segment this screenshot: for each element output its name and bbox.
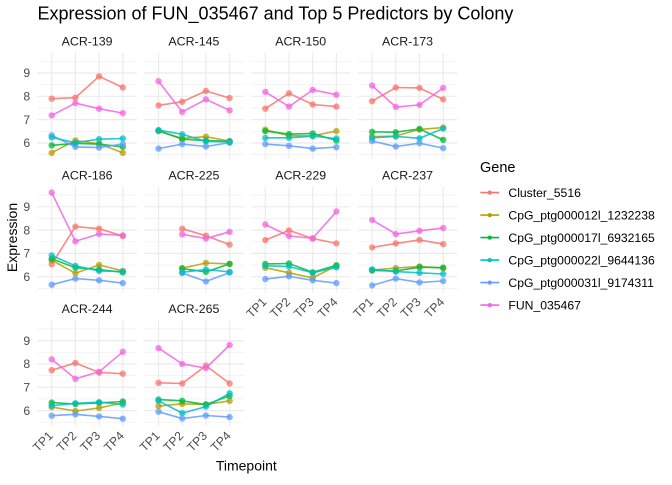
svg-text:ACR-186: ACR-186 (62, 168, 113, 182)
svg-text:Timepoint: Timepoint (216, 458, 277, 474)
svg-text:9: 9 (23, 334, 30, 348)
svg-text:ACR-244: ACR-244 (62, 302, 113, 316)
svg-text:CpG_ptg000022l_9644136: CpG_ptg000022l_9644136 (508, 253, 655, 267)
svg-text:6: 6 (23, 270, 30, 284)
svg-text:9: 9 (23, 200, 30, 214)
svg-text:ACR-145: ACR-145 (168, 35, 219, 49)
svg-text:ACR-139: ACR-139 (62, 35, 113, 49)
svg-text:FUN_035467: FUN_035467 (508, 298, 581, 312)
svg-text:ACR-229: ACR-229 (275, 168, 326, 182)
svg-text:Expression of FUN_035467 and T: Expression of FUN_035467 and Top 5 Predi… (38, 3, 514, 24)
svg-text:7: 7 (23, 380, 30, 394)
svg-text:6: 6 (23, 136, 30, 150)
svg-text:9: 9 (23, 66, 30, 80)
svg-text:6: 6 (23, 404, 30, 418)
svg-text:ACR-173: ACR-173 (382, 35, 433, 49)
svg-text:7: 7 (23, 247, 30, 261)
svg-text:Expression: Expression (4, 203, 20, 272)
svg-text:CpG_ptg000012l_1232238: CpG_ptg000012l_1232238 (508, 208, 655, 222)
svg-text:8: 8 (23, 357, 30, 371)
svg-text:8: 8 (23, 90, 30, 104)
svg-text:ACR-150: ACR-150 (275, 35, 326, 49)
svg-text:Cluster_5516: Cluster_5516 (508, 186, 581, 200)
svg-text:ACR-237: ACR-237 (382, 168, 433, 182)
svg-text:Gene: Gene (480, 160, 515, 176)
svg-text:ACR-225: ACR-225 (168, 168, 219, 182)
svg-text:CpG_ptg000017l_6932165: CpG_ptg000017l_6932165 (508, 231, 655, 245)
svg-text:8: 8 (23, 223, 30, 237)
svg-text:ACR-265: ACR-265 (168, 302, 219, 316)
svg-text:CpG_ptg000031l_9174311: CpG_ptg000031l_9174311 (508, 276, 654, 290)
svg-text:7: 7 (23, 113, 30, 127)
